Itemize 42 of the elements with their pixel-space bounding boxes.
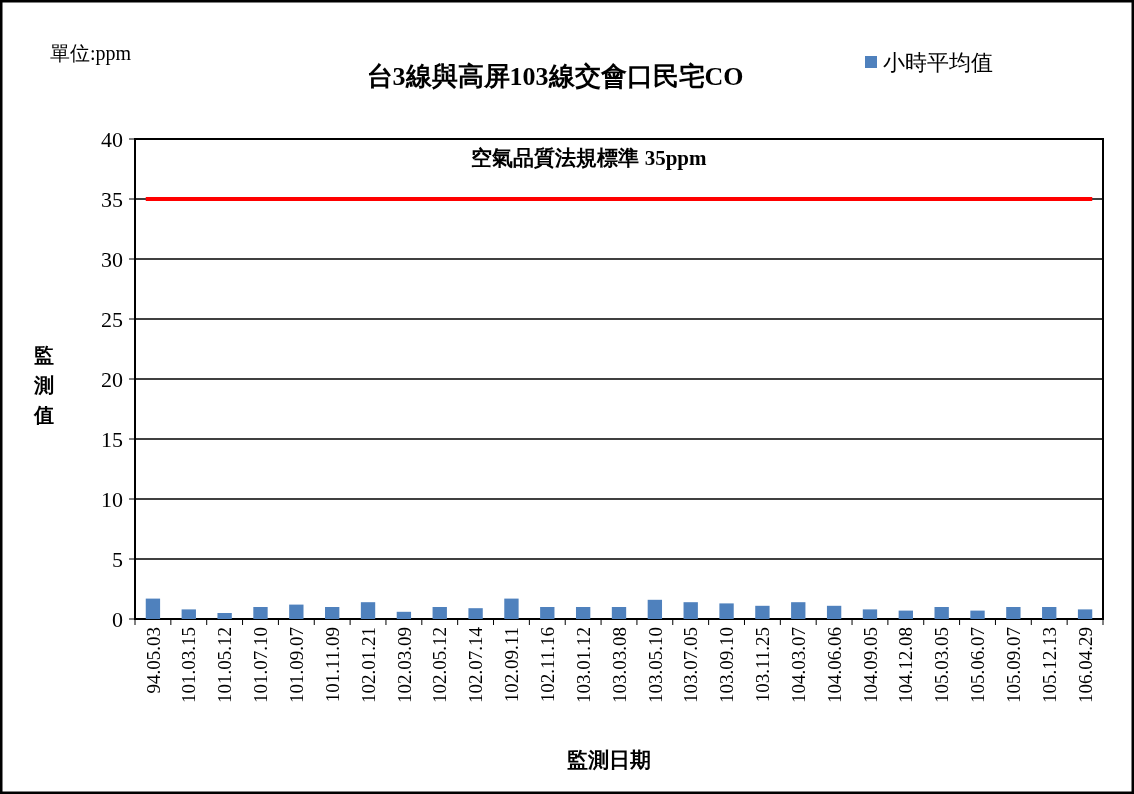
x-tick-label: 101.05.12 xyxy=(214,627,236,703)
x-tick-label: 104.09.05 xyxy=(859,627,881,703)
x-tick-label: 102.01.21 xyxy=(357,627,379,703)
legend-label: 小時平均值 xyxy=(883,49,993,75)
x-tick-label: 101.07.10 xyxy=(250,627,272,703)
y-tick-label: 20 xyxy=(101,366,123,392)
y-tick-label: 35 xyxy=(101,186,123,212)
x-tick-label: 102.07.14 xyxy=(465,626,487,703)
y-tick-label: 5 xyxy=(112,546,123,572)
y-tick-label: 30 xyxy=(101,246,123,272)
x-tick-label: 101.09.07 xyxy=(285,627,307,703)
x-axis-title: 監測日期 xyxy=(567,748,651,772)
x-tick-label: 103.07.05 xyxy=(680,627,702,703)
y-tick-label: 0 xyxy=(112,606,123,632)
y-tick-label: 25 xyxy=(101,306,123,332)
y-tick-label: 40 xyxy=(101,126,123,152)
ref-line-label: 空氣品質法規標準 35ppm xyxy=(471,146,708,170)
chart-title: 台3線與高屏103線交會口民宅CO xyxy=(366,62,744,91)
x-tick-label: 106.04.29 xyxy=(1074,627,1096,703)
x-tick-label: 104.12.08 xyxy=(895,627,917,703)
x-tick-label: 102.09.11 xyxy=(501,627,523,703)
x-tick-label: 101.03.15 xyxy=(178,627,200,703)
x-tick-label: 105.06.07 xyxy=(967,627,989,703)
text: 單位:ppm xyxy=(50,42,132,65)
x-tick-label: 103.01.12 xyxy=(572,627,594,703)
x-tick-label: 105.12.13 xyxy=(1038,627,1060,703)
x-tick-label: 102.11.16 xyxy=(536,627,558,703)
x-tick-label: 103.03.08 xyxy=(608,627,630,703)
x-tick-label: 94.05.03 xyxy=(142,627,164,694)
x-tick-label: 104.06.06 xyxy=(823,627,845,703)
x-tick-label: 105.03.05 xyxy=(931,627,953,703)
x-tick-label: 102.05.12 xyxy=(429,627,451,703)
x-tick-label: 104.03.07 xyxy=(787,627,809,703)
x-tick-label: 101.11.09 xyxy=(321,627,343,703)
y-tick-label: 10 xyxy=(101,486,123,512)
x-tick-label: 103.11.25 xyxy=(752,627,774,703)
x-tick-label: 105.09.07 xyxy=(1003,627,1025,703)
y-tick-label: 15 xyxy=(101,426,123,452)
y-axis-title: 監測值 xyxy=(33,344,54,426)
x-tick-label: 103.05.10 xyxy=(644,627,666,703)
x-tick-label: 102.03.09 xyxy=(393,627,415,703)
x-tick-label: 103.09.10 xyxy=(716,627,738,703)
